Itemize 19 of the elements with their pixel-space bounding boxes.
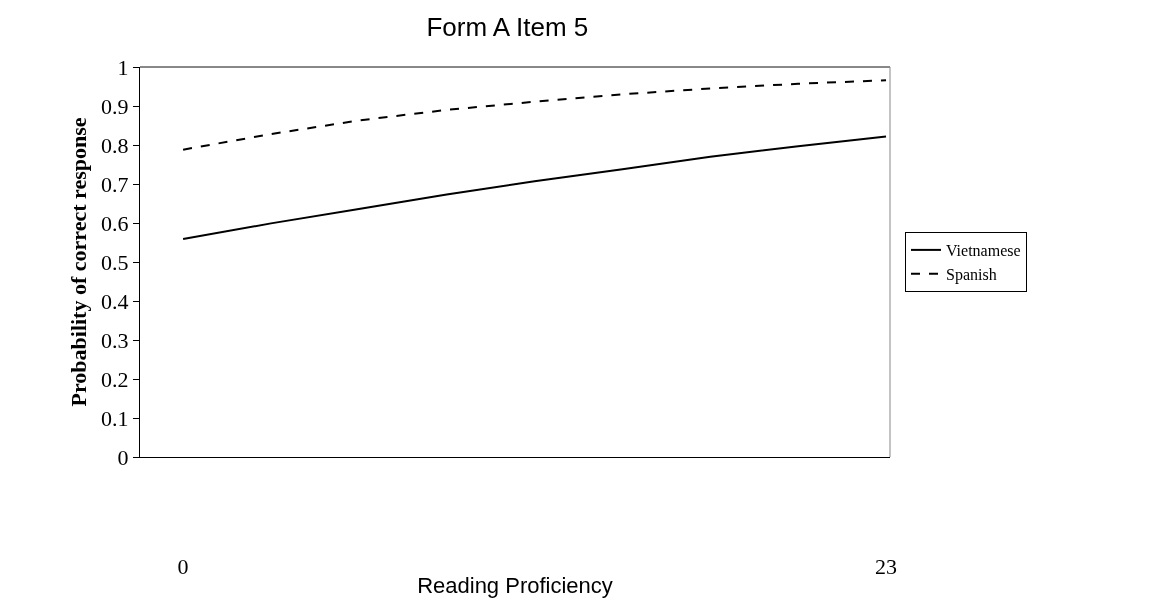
y-tick-label: 0.1 [101, 405, 129, 431]
line-series [182, 135, 888, 240]
y-tick-label: 0.4 [101, 288, 129, 314]
y-tick-label: 0.5 [101, 249, 129, 275]
chart-title: Form A Item 5 [426, 12, 589, 43]
legend-label: Vietnamese [946, 242, 1021, 260]
line-series [182, 79, 888, 151]
y-tick-label: 1 [117, 54, 129, 80]
x-axis-title: Reading Proficiency [417, 573, 613, 598]
y-tick-label: 0 [117, 444, 129, 470]
y-axis-title: Probability of correct response [65, 117, 91, 407]
legend-label: Spanish [946, 265, 997, 284]
y-tick-label: 0.9 [101, 93, 129, 119]
y-tick-label: 0.6 [101, 210, 129, 236]
x-tick-label: 23 [875, 554, 898, 580]
y-tick-label: 0.3 [101, 327, 129, 353]
y-tick-label: 0.7 [101, 171, 129, 197]
y-tick-label: 0.2 [101, 366, 129, 392]
y-tick-label: 0.8 [101, 132, 129, 158]
